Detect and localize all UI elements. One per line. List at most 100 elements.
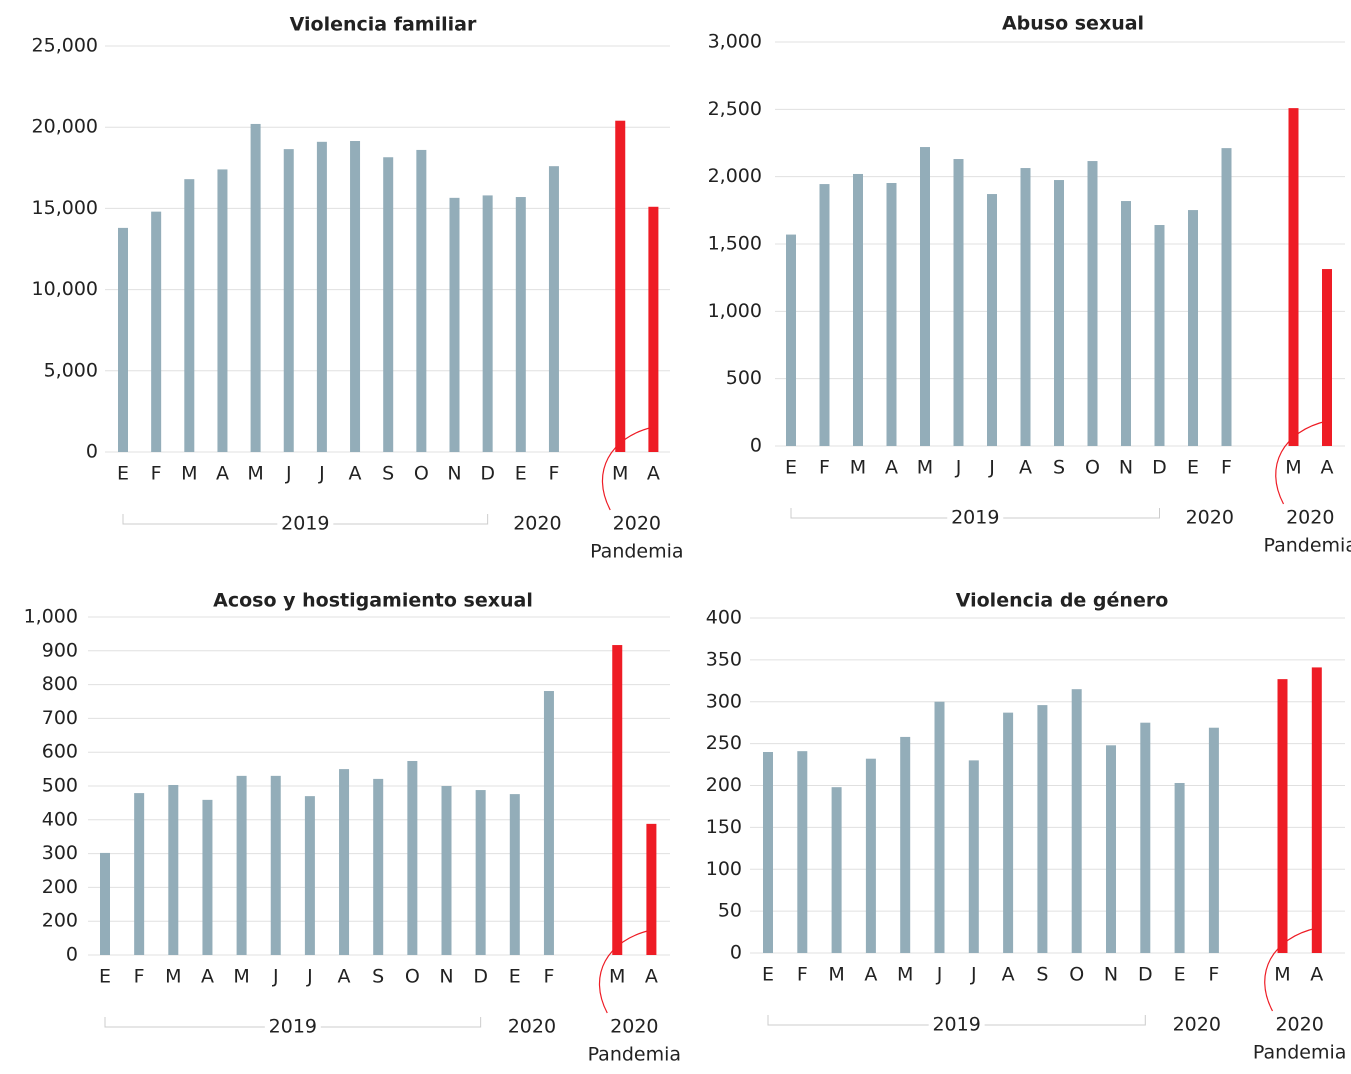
x-tick-label: D bbox=[480, 463, 495, 485]
bar bbox=[646, 823, 657, 955]
y-tick-label: 200 bbox=[706, 774, 742, 796]
x-tick-label: E bbox=[1174, 964, 1186, 986]
y-tick-label: 400 bbox=[42, 808, 78, 830]
bar bbox=[1071, 689, 1082, 953]
chart-title: Abuso sexual bbox=[1002, 13, 1144, 35]
y-tick-label: 900 bbox=[42, 639, 78, 661]
label-bg bbox=[1168, 1013, 1225, 1037]
bar bbox=[1322, 269, 1332, 446]
y-tick-label: 1,000 bbox=[24, 606, 78, 628]
bar bbox=[1003, 712, 1014, 953]
x-tick-label: E bbox=[117, 463, 129, 485]
x-tick-label: J bbox=[272, 966, 279, 988]
y-tick-label: 20,000 bbox=[32, 116, 98, 138]
bar bbox=[1140, 722, 1151, 953]
y-tick-label: 500 bbox=[42, 775, 78, 797]
x-tick-label: M bbox=[828, 964, 844, 986]
bar bbox=[168, 784, 179, 955]
x-tick-label: J bbox=[318, 463, 325, 485]
x-tick-label: N bbox=[1119, 457, 1133, 479]
x-tick-label: M bbox=[1285, 457, 1301, 479]
bar bbox=[482, 195, 493, 452]
group-label: 2020 bbox=[513, 513, 561, 535]
x-tick-label: O bbox=[414, 463, 429, 485]
x-tick-label: M bbox=[917, 457, 933, 479]
bar bbox=[283, 149, 294, 452]
x-tick-label: D bbox=[473, 966, 488, 988]
x-tick-label: A bbox=[1321, 457, 1334, 479]
y-tick-label: 300 bbox=[706, 690, 742, 712]
bar bbox=[920, 147, 930, 447]
x-tick-label: M bbox=[181, 463, 197, 485]
chart-title: Acoso y hostigamiento sexual bbox=[213, 590, 533, 612]
label-bg bbox=[503, 1015, 560, 1039]
bar bbox=[763, 752, 773, 953]
x-tick-label: M bbox=[850, 457, 866, 479]
x-tick-label: E bbox=[1187, 457, 1199, 479]
bar bbox=[184, 179, 195, 452]
bar bbox=[786, 234, 796, 446]
group-label: 2019 bbox=[281, 513, 329, 535]
annotation: Pandemia bbox=[588, 1044, 681, 1066]
bar bbox=[1154, 225, 1165, 446]
bar bbox=[1288, 108, 1299, 446]
bar bbox=[134, 793, 145, 955]
x-tick-label: A bbox=[1310, 964, 1323, 986]
x-tick-label: A bbox=[201, 966, 214, 988]
x-tick-label: F bbox=[1208, 964, 1219, 986]
y-tick-label: 15,000 bbox=[32, 197, 98, 219]
x-tick-label: S bbox=[372, 966, 384, 988]
y-tick-label: 0 bbox=[750, 435, 762, 457]
group-label: 2020 bbox=[1275, 1014, 1323, 1036]
y-tick-label: 200 bbox=[42, 910, 78, 932]
bar bbox=[202, 799, 213, 955]
label-bg bbox=[277, 512, 334, 536]
bar bbox=[304, 796, 315, 955]
arc-dot bbox=[1314, 925, 1320, 931]
x-tick-label: F bbox=[1221, 457, 1232, 479]
chart-title: Violencia de género bbox=[956, 590, 1169, 612]
y-tick-label: 250 bbox=[706, 732, 742, 754]
bar bbox=[1106, 745, 1116, 953]
bar bbox=[1277, 679, 1288, 953]
x-tick-label: D bbox=[1138, 964, 1153, 986]
annotation: Pandemia bbox=[1264, 535, 1351, 557]
bar bbox=[250, 123, 261, 453]
x-tick-label: A bbox=[1019, 457, 1032, 479]
y-tick-label: 800 bbox=[42, 673, 78, 695]
bar bbox=[475, 790, 486, 955]
group-label: 2020 bbox=[610, 1016, 658, 1038]
label-bg bbox=[1181, 506, 1238, 530]
x-tick-label: F bbox=[797, 964, 808, 986]
bar bbox=[407, 760, 418, 955]
bar bbox=[934, 701, 945, 953]
bar bbox=[853, 173, 863, 446]
bar bbox=[968, 760, 979, 953]
x-tick-label: M bbox=[609, 966, 625, 988]
label-bg bbox=[928, 1013, 985, 1037]
x-tick-label: S bbox=[382, 463, 394, 485]
x-tick-label: A bbox=[338, 966, 351, 988]
group-label: 2020 bbox=[613, 513, 661, 535]
y-tick-label: 300 bbox=[42, 842, 78, 864]
x-tick-label: O bbox=[405, 966, 420, 988]
x-tick-label: A bbox=[349, 463, 362, 485]
y-tick-label: 2,000 bbox=[708, 165, 762, 187]
pandemic-arc bbox=[598, 929, 652, 1014]
x-tick-label: N bbox=[447, 463, 461, 485]
bar bbox=[515, 197, 526, 452]
bar bbox=[648, 206, 659, 452]
x-tick-label: M bbox=[247, 463, 263, 485]
y-tick-label: 5,000 bbox=[44, 359, 98, 381]
x-tick-label: O bbox=[1069, 964, 1084, 986]
annotation: Pandemia bbox=[1253, 1042, 1346, 1064]
y-tick-label: 10,000 bbox=[32, 278, 98, 300]
x-tick-label: E bbox=[785, 457, 797, 479]
x-tick-label: E bbox=[99, 966, 111, 988]
y-tick-label: 350 bbox=[706, 648, 742, 670]
bar bbox=[1188, 210, 1198, 446]
bar bbox=[373, 778, 384, 955]
y-tick-label: 50 bbox=[718, 900, 742, 922]
y-tick-label: 3,000 bbox=[708, 31, 762, 53]
label-bg bbox=[264, 1015, 321, 1039]
